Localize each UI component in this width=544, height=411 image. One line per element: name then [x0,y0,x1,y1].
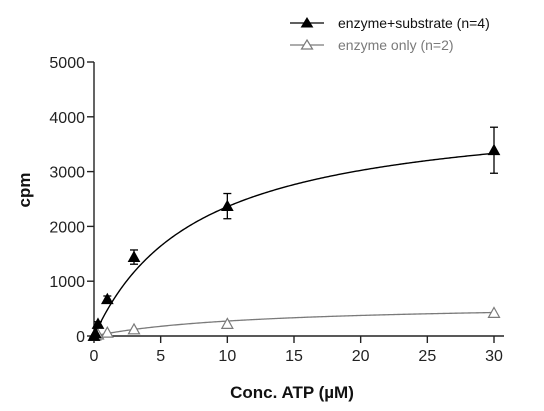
x-tick-label: 30 [485,348,503,365]
y-tick-label: 1000 [49,274,85,291]
y-tick-label: 0 [76,329,85,346]
legend-marker-enzyme-substrate [300,17,314,28]
legend: enzyme+substrate (n=4) enzyme only (n=2) [290,15,490,53]
y-tick-label: 2000 [49,219,85,236]
data-point-enzyme-substrate [127,250,141,262]
x-tick-label: 10 [218,348,236,365]
data-point-enzyme-only [220,317,234,329]
legend-label-enzyme-substrate: enzyme+substrate (n=4) [338,15,490,31]
data-point-enzyme-only [100,325,114,338]
legend-entry-enzyme-substrate: enzyme+substrate (n=4) [290,15,490,31]
y-axis-ticks: 0 1000 2000 3000 4000 5000 [49,55,94,346]
data-point-enzyme-substrate [91,317,105,329]
y-axis-title: cpm [15,173,34,208]
y-tick-label: 5000 [49,55,85,72]
fit-curves [93,152,495,337]
data-point-enzyme-substrate [220,199,234,212]
x-tick-label: 20 [352,348,370,365]
fit-curve-enzyme-only [93,311,495,337]
legend-marker-enzyme-only [300,38,314,50]
data-point-enzyme-substrate [88,326,102,339]
legend-entry-enzyme-only: enzyme only (n=2) [290,37,454,53]
y-tick-label: 3000 [49,165,85,182]
data-point-enzyme-only [127,322,141,335]
x-tick-label: 15 [285,348,303,365]
x-axis-title: Conc. ATP (µM) [230,383,354,402]
legend-label-enzyme-only: enzyme only (n=2) [338,37,454,53]
data-point-enzyme-substrate [487,143,501,156]
x-tick-label: 0 [90,348,99,365]
x-axis-ticks: 0 5 10 15 20 25 30 [90,336,503,365]
data-point-enzyme-substrate [100,292,114,305]
x-tick-label: 25 [418,348,436,365]
data-point-enzyme-only [487,306,501,318]
x-tick-label: 5 [156,348,165,365]
axes [93,62,504,337]
y-tick-label: 4000 [49,110,85,127]
data-points [87,126,501,341]
fit-curve-enzyme-substrate [93,152,495,337]
